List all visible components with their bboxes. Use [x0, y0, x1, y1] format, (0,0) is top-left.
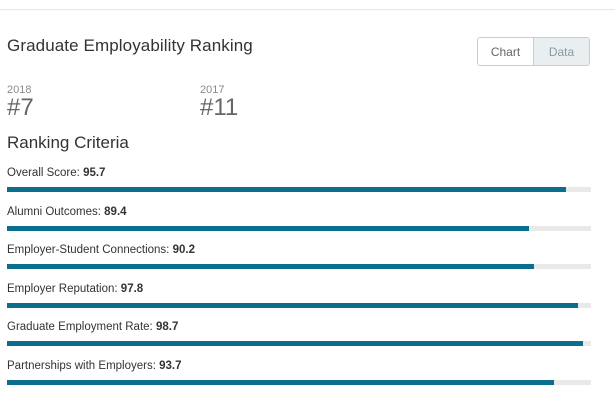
data-view-button[interactable]: Data: [533, 38, 589, 65]
criterion-score: 98.7: [155, 321, 179, 334]
criterion-score: 95.7: [83, 167, 106, 179]
rank-2017: 2017 #11: [200, 84, 238, 120]
criteria-heading: Ranking Criteria: [7, 133, 129, 152]
criterion-employer-reputation: Employer Reputation: 97.8: [7, 280, 591, 319]
criterion-name: Overall Score:: [7, 167, 80, 179]
score-bar-fill: [7, 225, 530, 231]
criteria-list: Overall Score: 95.7 Alumni Outcomes: 89.…: [7, 164, 591, 396]
criterion-name: Graduate Employment Rate:: [7, 321, 153, 334]
criterion-score: 97.8: [120, 282, 144, 295]
score-bar-track: [7, 341, 591, 347]
score-bar-fill: [7, 302, 579, 308]
criterion-name: Employer-Student Connections:: [7, 244, 170, 257]
view-toggle: Chart Data: [477, 37, 590, 66]
criterion-score: 89.4: [104, 205, 127, 218]
score-bar-track: [7, 379, 591, 385]
score-bar-fill: [7, 264, 534, 270]
score-bar-fill: [7, 187, 566, 192]
criterion-name: Employer Reputation:: [7, 282, 118, 295]
criterion-label: Overall Score: 95.7: [7, 164, 591, 181]
year-label: 2017: [200, 84, 225, 96]
rank-value: #7: [7, 94, 34, 121]
top-divider: [0, 9, 615, 10]
criterion-employer-student-connections: Employer-Student Connections: 90.2: [7, 241, 591, 280]
criterion-name: Partnerships with Employers:: [7, 359, 156, 372]
criterion-score: 90.2: [172, 244, 195, 257]
criterion-label: Employer-Student Connections: 90.2: [7, 241, 591, 258]
criterion-name: Alumni Outcomes:: [7, 205, 101, 218]
score-bar-fill: [7, 341, 584, 347]
criterion-alumni-outcomes: Alumni Outcomes: 89.4: [7, 203, 591, 242]
score-bar-track: [7, 302, 591, 308]
criterion-partnerships-with-employers: Partnerships with Employers: 93.7: [7, 357, 591, 396]
criterion-label: Employer Reputation: 97.8: [7, 280, 591, 297]
score-bar-fill: [7, 379, 555, 385]
rank-2018: 2018 #7: [7, 84, 34, 120]
score-bar-track: [7, 264, 591, 270]
criterion-graduate-employment-rate: Graduate Employment Rate: 98.7: [7, 318, 591, 357]
criterion-label: Graduate Employment Rate: 98.7: [7, 318, 591, 335]
score-bar-track: [7, 225, 591, 231]
criterion-overall-score: Overall Score: 95.7: [7, 164, 591, 203]
criterion-label: Alumni Outcomes: 89.4: [7, 203, 591, 220]
rank-value: #11: [200, 94, 239, 121]
year-label: 2018: [7, 84, 32, 96]
criterion-label: Partnerships with Employers: 93.7: [7, 357, 591, 374]
panel-title: Graduate Employability Ranking: [7, 36, 253, 55]
criterion-score: 93.7: [159, 359, 182, 372]
score-bar-track: [7, 187, 591, 192]
chart-view-button[interactable]: Chart: [478, 38, 533, 65]
